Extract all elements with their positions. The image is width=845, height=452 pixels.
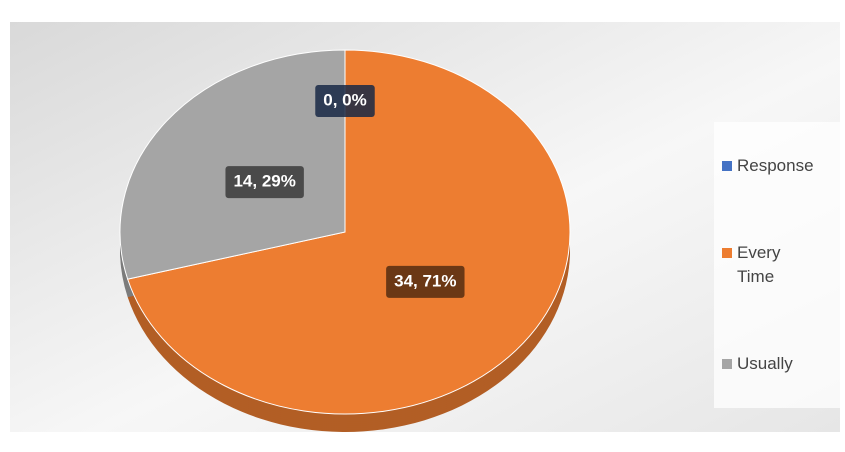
data-label: 34, 71% <box>394 271 456 290</box>
data-label: 0, 0% <box>323 90 366 109</box>
slice <box>127 49 571 415</box>
data-label-box <box>386 265 465 298</box>
legend-label: Response <box>737 155 814 175</box>
legend-swatch <box>722 247 732 258</box>
legend: Response Every Time Usually <box>714 122 840 408</box>
legend-swatch <box>722 359 732 370</box>
data-label-box <box>225 166 304 199</box>
legend-label: Usually <box>737 354 793 374</box>
legend-swatch <box>722 160 732 171</box>
legend-item: Every Time <box>722 241 840 289</box>
legend-item: Response <box>722 154 840 178</box>
legend-label: Every Time <box>737 242 781 286</box>
legend-item: Usually <box>722 352 840 376</box>
data-label: 14, 29% <box>233 172 295 191</box>
data-label-box <box>315 84 375 117</box>
slice <box>119 49 346 280</box>
